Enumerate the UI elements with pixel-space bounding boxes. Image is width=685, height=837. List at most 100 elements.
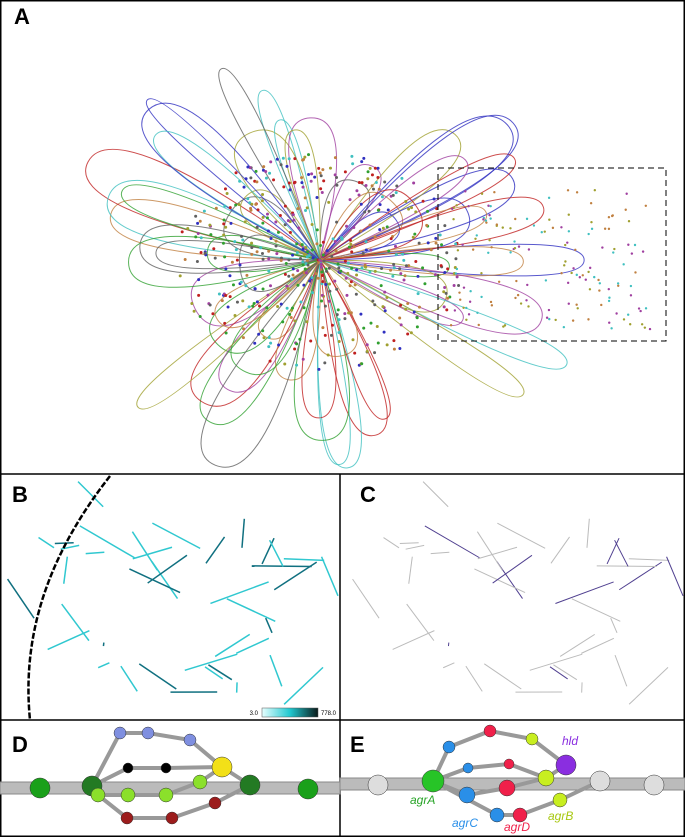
network-edge [281,156,285,160]
network-edge [293,319,297,323]
network-edge [457,284,461,288]
network-edge [572,267,575,270]
network-edge [412,310,416,314]
network-edge [284,262,288,266]
network-edge [327,266,331,270]
network-edge [350,250,354,254]
network-edge [302,306,306,310]
network-edge [563,264,566,267]
network-edge [607,299,611,303]
network-edge [367,209,371,213]
network-edge [186,226,190,230]
network-edge [380,195,384,199]
network-edge [359,312,363,316]
network-edge [344,276,348,280]
network-edge [359,202,363,206]
network-edge [399,272,403,276]
network-edge [306,263,310,267]
network-edge [340,236,344,240]
network-edge [368,223,372,227]
network-edge [454,257,458,261]
network-edge [349,242,353,246]
network-edge [321,168,325,172]
network-edge [246,197,250,201]
network-edge [139,224,321,274]
network-edge [208,664,233,681]
network-edge [345,293,349,297]
network-edge [455,267,459,271]
network-edge [197,293,201,297]
network-edge [347,245,351,249]
network-edge [217,292,221,296]
network-edge [347,311,351,315]
network-edge [386,208,390,212]
network-edge [391,274,395,278]
network-edge [254,169,258,173]
network-edge [244,177,248,181]
network-edge [198,219,202,223]
network-edge [287,274,291,278]
network-edge [497,280,501,283]
network-edge [495,223,499,226]
network-edge [306,250,310,254]
network-edge [364,184,368,188]
network-edge [465,665,483,692]
network-edge [430,551,450,555]
network-edge [255,225,259,229]
network-edge [190,302,194,306]
network-edge [184,653,238,672]
network-edge [426,209,430,213]
network-edge [354,292,358,296]
network-edge [250,252,254,256]
network-edge [467,205,470,208]
network-edge [434,241,438,245]
network-edge [256,208,260,212]
network-edge [485,221,488,224]
network-edge [309,179,313,183]
network-edge [195,260,199,264]
network-edge [264,170,268,174]
network-edge [293,347,297,351]
network-edge [224,293,228,297]
network-edge [404,264,408,268]
network-edge [301,259,337,419]
network-edge [275,157,279,161]
network-edge [274,220,278,224]
network-edge [257,332,261,336]
network-edge [492,554,533,584]
network-edge [547,308,551,312]
network-edge [213,256,217,260]
network-edge [194,235,198,239]
network-edge [371,299,375,303]
network-edge [406,603,435,641]
network-edge [445,308,449,312]
network-edge [639,309,642,313]
network-edge [315,195,319,199]
network-edge [220,299,224,303]
network-edge [261,215,265,219]
network-edge [464,190,467,193]
network-edge [461,243,464,246]
network-edge [291,213,295,217]
network-edge [210,581,269,605]
network-edge [439,264,443,268]
network-edge [155,240,321,270]
network-edge [208,303,212,307]
network-edge [373,166,377,170]
network-edge [310,172,314,176]
network-edge [199,251,203,255]
network-edge [501,226,504,229]
network-edge [395,184,399,188]
network-edge [192,309,196,313]
network-edge [311,248,315,252]
network-edge [265,306,269,310]
network-edge [328,289,332,293]
colorbar-min: 3.0 [250,711,259,717]
network-edge [333,240,337,244]
network-edge [613,247,616,251]
network-edge [267,249,271,253]
network-edge [383,290,387,294]
network-edge [596,565,657,567]
network-edge [454,242,458,246]
